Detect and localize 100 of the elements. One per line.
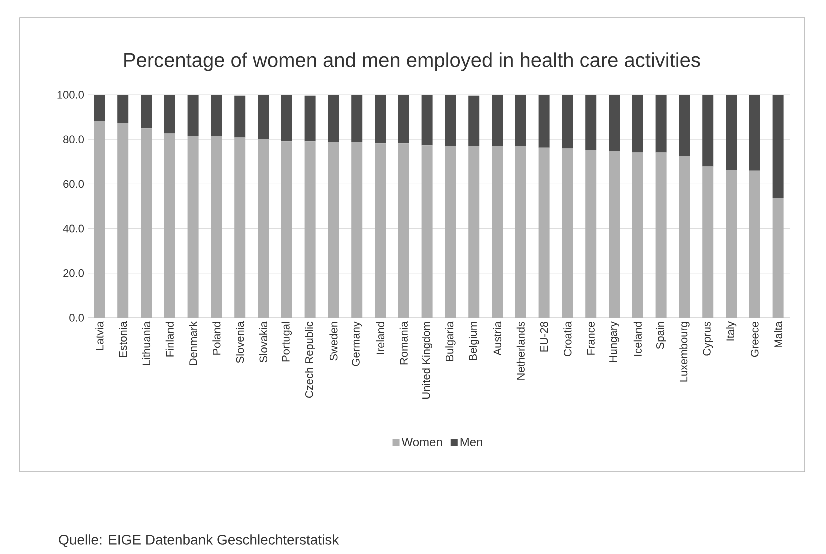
x-tick-label: Spain: [656, 322, 666, 350]
legend-label: Women: [402, 438, 442, 447]
x-tick-label: Bulgaria: [446, 322, 456, 361]
bar: [609, 151, 620, 318]
bar: [188, 94, 199, 136]
bar: [164, 134, 176, 318]
bar: [586, 94, 597, 150]
bar: [445, 146, 456, 318]
bar: [702, 94, 714, 167]
bar: [726, 170, 738, 318]
bar: [515, 94, 526, 147]
bar: [328, 94, 340, 142]
x-tick-label: Cyprus: [703, 322, 714, 356]
bar: [749, 94, 760, 171]
x-tick-label: Croatia: [564, 322, 572, 356]
y-tick-label: 80.0: [64, 136, 84, 144]
bar: [234, 96, 246, 138]
x-tick-label: Slovakia: [259, 322, 268, 363]
bar: [141, 94, 152, 129]
bar: [234, 138, 246, 318]
bar: [398, 94, 410, 144]
bar: [632, 94, 644, 153]
bar: [422, 94, 433, 146]
x-tick-label: Portugal: [282, 322, 292, 362]
y-tick-label: 100.0: [58, 91, 84, 99]
bar: [304, 96, 316, 142]
bar: [328, 142, 340, 318]
bar: [702, 166, 714, 318]
x-tick-label: Finland: [166, 322, 174, 357]
bar: [281, 142, 292, 318]
y-tick-label: 0.0: [70, 314, 84, 322]
bar: [118, 124, 129, 318]
bar: [94, 121, 106, 318]
x-tick-label: EU-28: [540, 322, 548, 352]
x-tick-label: Netherlands: [516, 322, 525, 380]
bar: [258, 94, 270, 140]
x-tick-label: Hungary: [610, 322, 620, 362]
x-tick-label: Greece: [751, 322, 759, 358]
bar: [515, 146, 526, 318]
x-tick-label: Malta: [774, 322, 782, 348]
x-tick-label: Italy: [726, 322, 737, 341]
bar: [352, 142, 363, 318]
x-tick-label: Czech Republic: [305, 322, 316, 398]
x-tick-label: Latvia: [96, 322, 104, 350]
y-tick-label: 40.0: [63, 224, 84, 233]
bar: [445, 94, 456, 147]
bar: [375, 94, 386, 144]
bar: [749, 170, 760, 318]
bar: [656, 94, 667, 153]
bar: [492, 146, 504, 318]
bar: [94, 94, 106, 122]
bar: [141, 128, 152, 318]
bar: [468, 96, 480, 147]
bar: [679, 94, 690, 157]
bar: [211, 94, 222, 136]
bar: [562, 148, 574, 318]
bar: [656, 152, 667, 318]
bar: [398, 144, 410, 318]
bar: [188, 136, 199, 318]
x-tick-label: Slovenia: [236, 322, 244, 364]
x-tick-label: Estonia: [119, 322, 128, 358]
bar: [258, 139, 270, 318]
bar: [772, 198, 784, 318]
x-tick-label: France: [587, 322, 595, 355]
x-tick-label: United Kingdom: [422, 322, 432, 399]
x-tick-label: Austria: [493, 322, 502, 356]
y-tick-label: 20.0: [64, 270, 84, 278]
x-tick-label: Sweden: [330, 322, 338, 361]
legend-label: Men: [460, 438, 482, 447]
x-tick-label: Ireland: [376, 322, 385, 354]
bar: [281, 94, 292, 142]
bar: [538, 148, 550, 318]
bar: [118, 94, 129, 124]
bar: [352, 94, 363, 142]
x-tick-label: Belgium: [468, 322, 480, 360]
x-tick-label: Romania: [400, 322, 408, 365]
bar: [679, 156, 690, 318]
bar: [164, 94, 176, 134]
bar: [609, 94, 620, 152]
chart-title: Percentage of women and men employed in health care activities: [124, 52, 700, 72]
bar: [211, 136, 222, 318]
bar: [632, 152, 644, 318]
bar: [772, 94, 784, 198]
x-tick-label: Poland: [212, 322, 221, 355]
bar: [422, 146, 433, 318]
x-tick-label: Iceland: [634, 322, 642, 356]
x-tick-label: Germany: [352, 322, 362, 366]
x-tick-label: Lithuania: [142, 322, 151, 366]
bar: [468, 146, 480, 318]
bar: [304, 142, 316, 318]
bar: [492, 94, 504, 147]
bar: [562, 94, 574, 149]
source-note: Quelle: EIGE Datenbank Geschlechterstatisk: [59, 534, 340, 548]
x-tick-label: Luxembourg: [680, 322, 690, 382]
y-tick-label: 60.0: [64, 180, 84, 188]
bar: [726, 94, 738, 170]
bar: [586, 150, 597, 318]
bar: [538, 94, 550, 148]
x-tick-label: Denmark: [189, 322, 198, 366]
bar: [375, 144, 386, 318]
